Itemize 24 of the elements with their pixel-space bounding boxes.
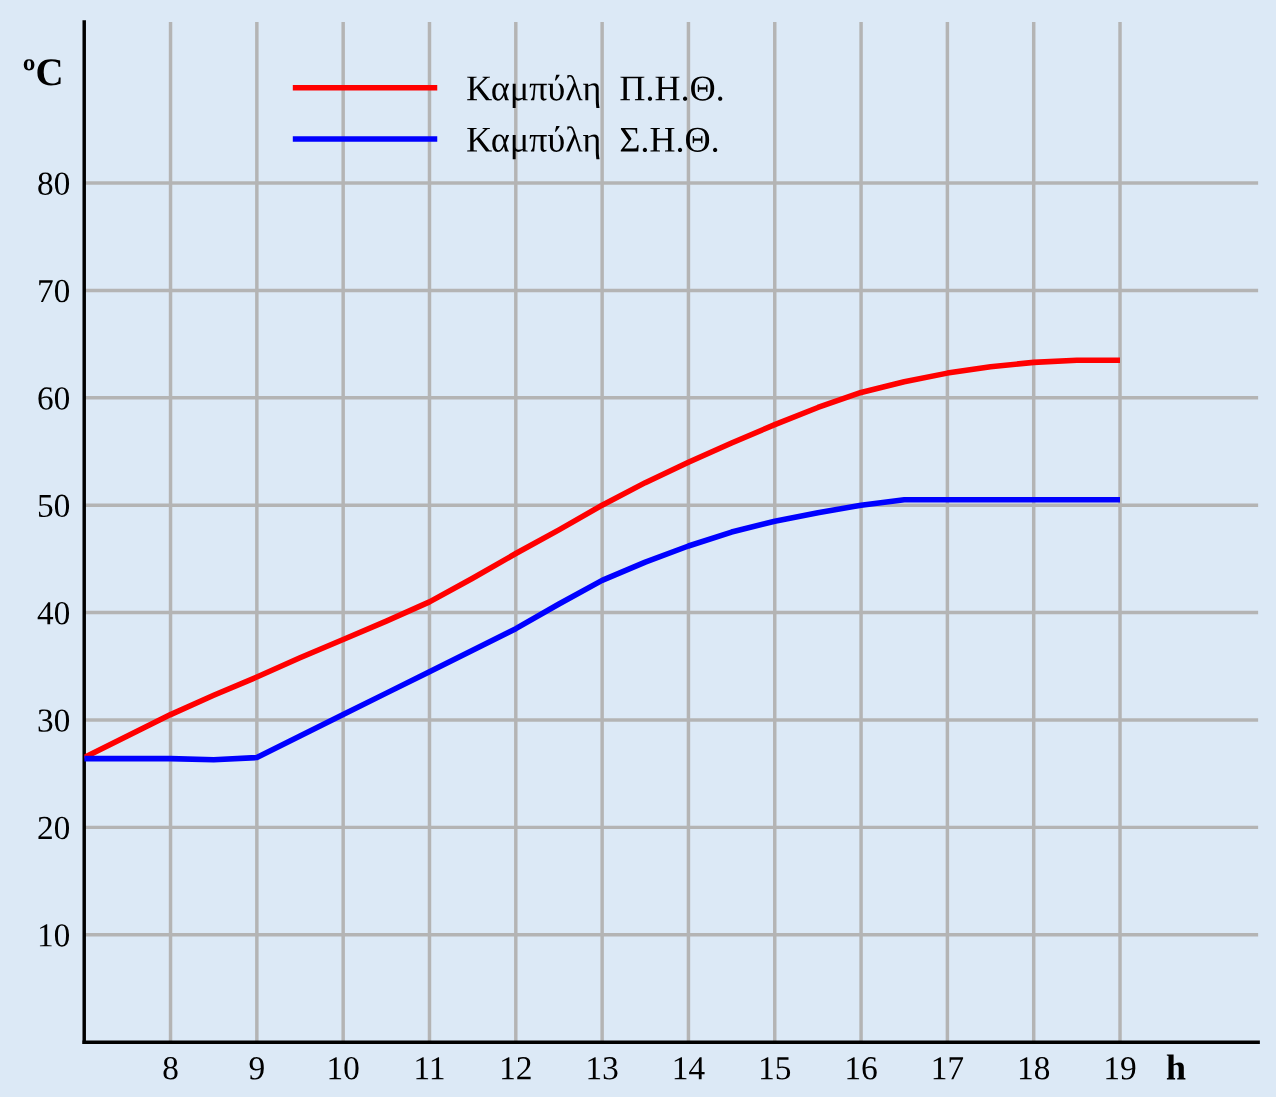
- x-tick-label: 16: [847, 1057, 877, 1080]
- x-tick-label: 17: [933, 1057, 964, 1080]
- y-tick-label: 70: [39, 279, 70, 303]
- x-tick-label: 8: [163, 1057, 178, 1080]
- x-axis-title: h: [1166, 1054, 1186, 1080]
- y-tick-label: 10: [39, 924, 70, 947]
- y-axis-title: ºC: [23, 59, 61, 86]
- y-tick-label: 60: [38, 387, 70, 410]
- x-tick-label: 11: [416, 1057, 444, 1080]
- y-tick-label: 30: [38, 709, 70, 732]
- y-tick-label: 50: [38, 494, 70, 518]
- y-tick-label: 80: [38, 172, 70, 195]
- x-tick-label: 15: [761, 1057, 791, 1080]
- x-tick-label: 13: [588, 1057, 618, 1080]
- x-tick-label: 12: [502, 1057, 531, 1080]
- x-tick-label: 9: [249, 1057, 264, 1080]
- y-tick-label: 20: [38, 816, 70, 840]
- x-tick-label: 18: [1019, 1057, 1050, 1080]
- y-tick-label: 40: [37, 601, 70, 625]
- x-tick-label: 19: [1106, 1057, 1136, 1080]
- x-tick-label: 14: [674, 1057, 705, 1080]
- legend-label: Καμπύλη Σ.Η.Θ.: [467, 126, 718, 160]
- x-tick-label: 10: [329, 1057, 359, 1080]
- legend-label: Καμπύλη Π.Η.Θ.: [467, 74, 723, 109]
